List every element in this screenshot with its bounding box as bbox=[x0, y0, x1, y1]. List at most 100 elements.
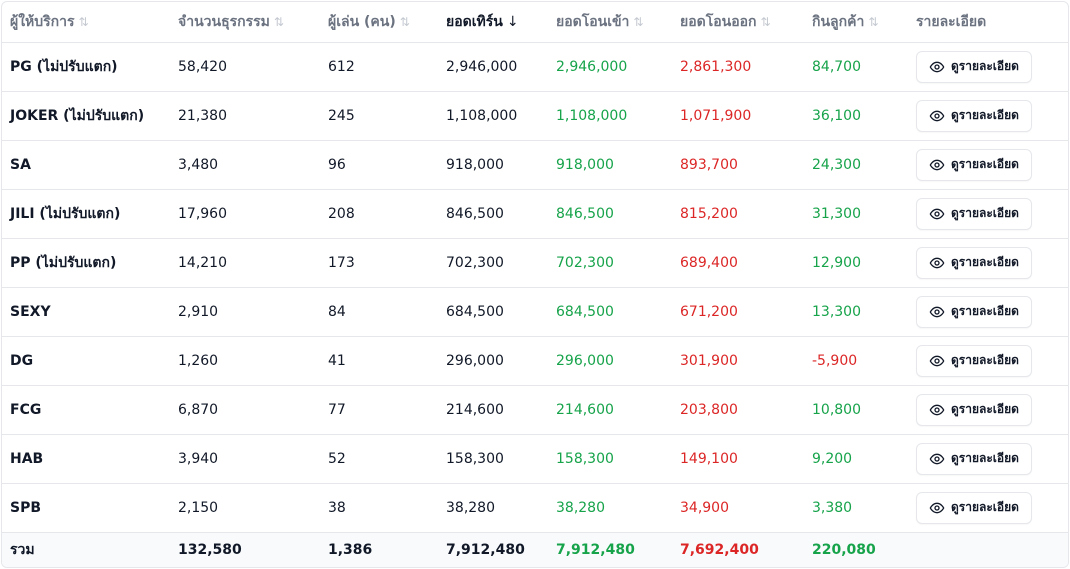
cell-transfer-in: 296,000 bbox=[556, 352, 614, 369]
view-details-button[interactable]: ดูรายละเอียด bbox=[916, 491, 1032, 524]
totals-empty-cell bbox=[908, 532, 1068, 567]
cell-provider: SA bbox=[10, 156, 31, 173]
cell-players: 52 bbox=[328, 450, 346, 467]
cell-players: 173 bbox=[328, 254, 355, 271]
totals-turnover: 7,912,480 bbox=[446, 542, 525, 559]
table-row: JILI (ไม่ปรับแตก) 17,960 208 846,500 846,500… bbox=[2, 189, 1068, 238]
table-row: SEXY 2,910 84 684,500 684,500 671,200 13,300 ดู… bbox=[2, 287, 1068, 336]
cell-transfer-in: 214,600 bbox=[556, 401, 614, 418]
totals-profit: 220,080 bbox=[812, 542, 876, 559]
column-header-transfer-in[interactable]: ยอดโอนเข้า ⇅ bbox=[548, 2, 672, 43]
cell-profit: 12,900 bbox=[812, 254, 861, 271]
view-details-button[interactable]: ดูรายละเอียด bbox=[916, 246, 1032, 279]
totals-transactions: 132,580 bbox=[178, 542, 242, 559]
cell-turnover: 684,500 bbox=[446, 303, 504, 320]
totals-transfer-out: 7,692,400 bbox=[680, 542, 759, 559]
cell-provider: HAB bbox=[10, 450, 44, 467]
cell-profit: 84,700 bbox=[812, 58, 861, 75]
cell-transactions: 1,260 bbox=[178, 352, 219, 369]
cell-transfer-out: 815,200 bbox=[680, 205, 738, 222]
cell-transfer-out: 301,900 bbox=[680, 352, 738, 369]
cell-provider: JILI (ไม่ปรับแตก) bbox=[10, 205, 121, 222]
view-details-label: ดูรายละเอียด bbox=[951, 353, 1019, 367]
view-details-button[interactable]: ดูรายละเอียด bbox=[916, 442, 1032, 475]
table-row: JOKER (ไม่ปรับแตก) 21,380 245 1,108,000 1,10… bbox=[2, 91, 1068, 140]
view-details-label: ดูรายละเอียด bbox=[951, 500, 1019, 514]
column-header-players[interactable]: ผู้เล่น (คน) ⇅ bbox=[320, 2, 438, 43]
sort-both-icon[interactable]: ⇅ bbox=[78, 14, 89, 29]
cell-transfer-in: 702,300 bbox=[556, 254, 614, 271]
view-details-button[interactable]: ดูรายละเอียด bbox=[916, 295, 1032, 328]
cell-transactions: 6,870 bbox=[178, 401, 219, 418]
cell-transactions: 14,210 bbox=[178, 254, 227, 271]
view-details-label: ดูรายละเอียด bbox=[951, 59, 1019, 73]
cell-profit: -5,900 bbox=[812, 352, 858, 369]
cell-players: 41 bbox=[328, 352, 346, 369]
view-details-button[interactable]: ดูรายละเอียด bbox=[916, 393, 1032, 426]
column-header-turnover[interactable]: ยอดเทิร์น ↓ bbox=[438, 2, 548, 43]
column-header-profit[interactable]: กินลูกค้า ⇅ bbox=[804, 2, 908, 43]
totals-label: รวม bbox=[10, 542, 35, 559]
view-details-button[interactable]: ดูรายละเอียด bbox=[916, 50, 1032, 83]
sort-both-icon[interactable]: ⇅ bbox=[633, 14, 644, 29]
cell-details: ดูรายละเอียด bbox=[908, 434, 1068, 483]
cell-transfer-out: 1,071,900 bbox=[680, 107, 752, 124]
cell-transfer-out: 671,200 bbox=[680, 303, 738, 320]
sort-both-icon[interactable]: ⇅ bbox=[273, 14, 284, 29]
cell-provider: PP (ไม่ปรับแตก) bbox=[10, 254, 117, 271]
cell-turnover: 296,000 bbox=[446, 352, 504, 369]
cell-profit: 13,300 bbox=[812, 303, 861, 320]
table-row: DG 1,260 41 296,000 296,000 301,900 -5,900 ดูรา… bbox=[2, 336, 1068, 385]
table-totals-row: รวม 132,580 1,386 7,912,480 7,912,480 7,… bbox=[2, 532, 1068, 567]
cell-transfer-out: 149,100 bbox=[680, 450, 738, 467]
eye-icon bbox=[929, 108, 945, 124]
column-header-transfer-out[interactable]: ยอดโอนออก ⇅ bbox=[672, 2, 804, 43]
column-header-transactions[interactable]: จำนวนธุรกรรม ⇅ bbox=[170, 2, 320, 43]
cell-provider: SEXY bbox=[10, 303, 51, 320]
table-row: SPB 2,150 38 38,280 38,280 34,900 3,380 ดูรายละ… bbox=[2, 483, 1068, 532]
cell-transactions: 3,940 bbox=[178, 450, 219, 467]
cell-transactions: 58,420 bbox=[178, 58, 227, 75]
cell-transfer-in: 2,946,000 bbox=[556, 58, 628, 75]
view-details-button[interactable]: ดูรายละเอียด bbox=[916, 344, 1032, 377]
cell-provider: JOKER (ไม่ปรับแตก) bbox=[10, 107, 145, 124]
cell-details: ดูรายละเอียด bbox=[908, 483, 1068, 532]
table-row: PG (ไม่ปรับแตก) 58,420 612 2,946,000 2,946,0… bbox=[2, 42, 1068, 91]
totals-players: 1,386 bbox=[328, 542, 373, 559]
cell-profit: 36,100 bbox=[812, 107, 861, 124]
cell-profit: 31,300 bbox=[812, 205, 861, 222]
view-details-button[interactable]: ดูรายละเอียด bbox=[916, 99, 1032, 132]
cell-turnover: 918,000 bbox=[446, 156, 504, 173]
view-details-button[interactable]: ดูรายละเอียด bbox=[916, 148, 1032, 181]
cell-details: ดูรายละเอียด bbox=[908, 336, 1068, 385]
arrow-down-icon[interactable]: ↓ bbox=[506, 13, 519, 30]
sort-both-icon[interactable]: ⇅ bbox=[760, 14, 771, 29]
cell-transfer-out: 34,900 bbox=[680, 499, 729, 516]
cell-transfer-out: 203,800 bbox=[680, 401, 738, 418]
view-details-label: ดูรายละเอียด bbox=[951, 255, 1019, 269]
eye-icon bbox=[929, 59, 945, 75]
column-header-provider[interactable]: ผู้ให้บริการ ⇅ bbox=[2, 2, 170, 43]
cell-transfer-in: 918,000 bbox=[556, 156, 614, 173]
view-details-button[interactable]: ดูรายละเอียด bbox=[916, 197, 1032, 230]
cell-transfer-in: 38,280 bbox=[556, 499, 605, 516]
cell-turnover: 158,300 bbox=[446, 450, 504, 467]
cell-transactions: 17,960 bbox=[178, 205, 227, 222]
cell-details: ดูรายละเอียด bbox=[908, 140, 1068, 189]
cell-players: 612 bbox=[328, 58, 355, 75]
cell-transfer-out: 893,700 bbox=[680, 156, 738, 173]
cell-turnover: 2,946,000 bbox=[446, 58, 518, 75]
table-row: FCG 6,870 77 214,600 214,600 203,800 10,800 ดูร… bbox=[2, 385, 1068, 434]
cell-transactions: 2,150 bbox=[178, 499, 219, 516]
sort-both-icon[interactable]: ⇅ bbox=[399, 14, 410, 29]
sort-both-icon[interactable]: ⇅ bbox=[868, 14, 879, 29]
cell-profit: 24,300 bbox=[812, 156, 861, 173]
cell-transactions: 3,480 bbox=[178, 156, 219, 173]
view-details-label: ดูรายละเอียด bbox=[951, 402, 1019, 416]
eye-icon bbox=[929, 304, 945, 320]
cell-details: ดูรายละเอียด bbox=[908, 287, 1068, 336]
cell-details: ดูรายละเอียด bbox=[908, 385, 1068, 434]
cell-profit: 10,800 bbox=[812, 401, 861, 418]
